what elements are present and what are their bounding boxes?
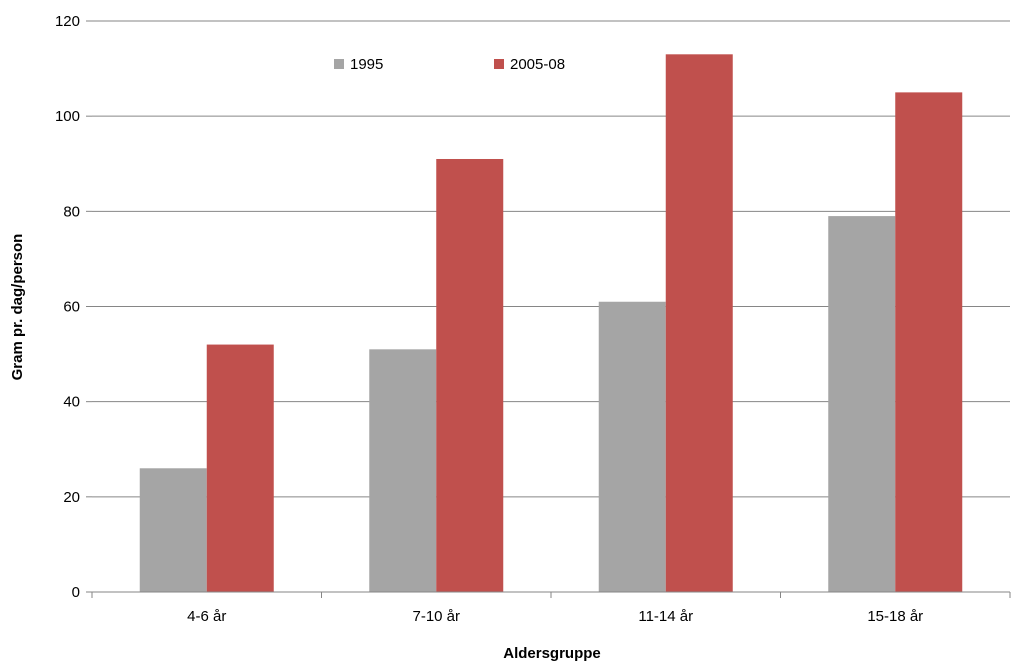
bar-2005-08-4 (895, 92, 963, 592)
y-tick-label: 40 (63, 394, 80, 411)
y-tick-label: 120 (55, 13, 80, 30)
y-tick-label: 100 (55, 108, 80, 125)
x-tick-labels: 4-6 år 7-10 år 11-14 år 15-18 år (187, 608, 923, 625)
bar-2005-08-1 (206, 344, 274, 592)
bar-1995-2 (369, 349, 437, 592)
legend-swatch-1995 (334, 59, 344, 69)
x-tick-label: 4-6 år (187, 608, 226, 625)
x-axis-title: Aldersgruppe (503, 645, 601, 662)
bar-2005-08-3 (665, 54, 733, 592)
x-tick-label: 15-18 år (867, 608, 923, 625)
x-tick-label: 7-10 år (412, 608, 460, 625)
legend-label-1995: 1995 (350, 56, 383, 73)
legend-label-2005-08: 2005-08 (510, 56, 565, 73)
bar-1995-3 (598, 301, 666, 592)
y-axis-title: Gram pr. dag/person (9, 234, 26, 381)
y-tick-label: 60 (63, 299, 80, 316)
bar-2005-08-2 (436, 158, 504, 592)
bars (139, 54, 963, 592)
legend-swatch-2005-08 (494, 59, 504, 69)
y-tick-label: 0 (72, 584, 80, 601)
y-tick-labels: 0 20 40 60 80 100 120 (55, 13, 80, 601)
bar-1995-1 (139, 468, 207, 592)
bar-1995-4 (828, 216, 896, 592)
x-tick-marks (91, 592, 1011, 598)
y-tick-label: 80 (63, 203, 80, 220)
legend: 1995 2005-08 (334, 56, 565, 73)
x-tick-label: 11-14 år (638, 608, 693, 625)
y-tick-label: 20 (63, 489, 80, 506)
